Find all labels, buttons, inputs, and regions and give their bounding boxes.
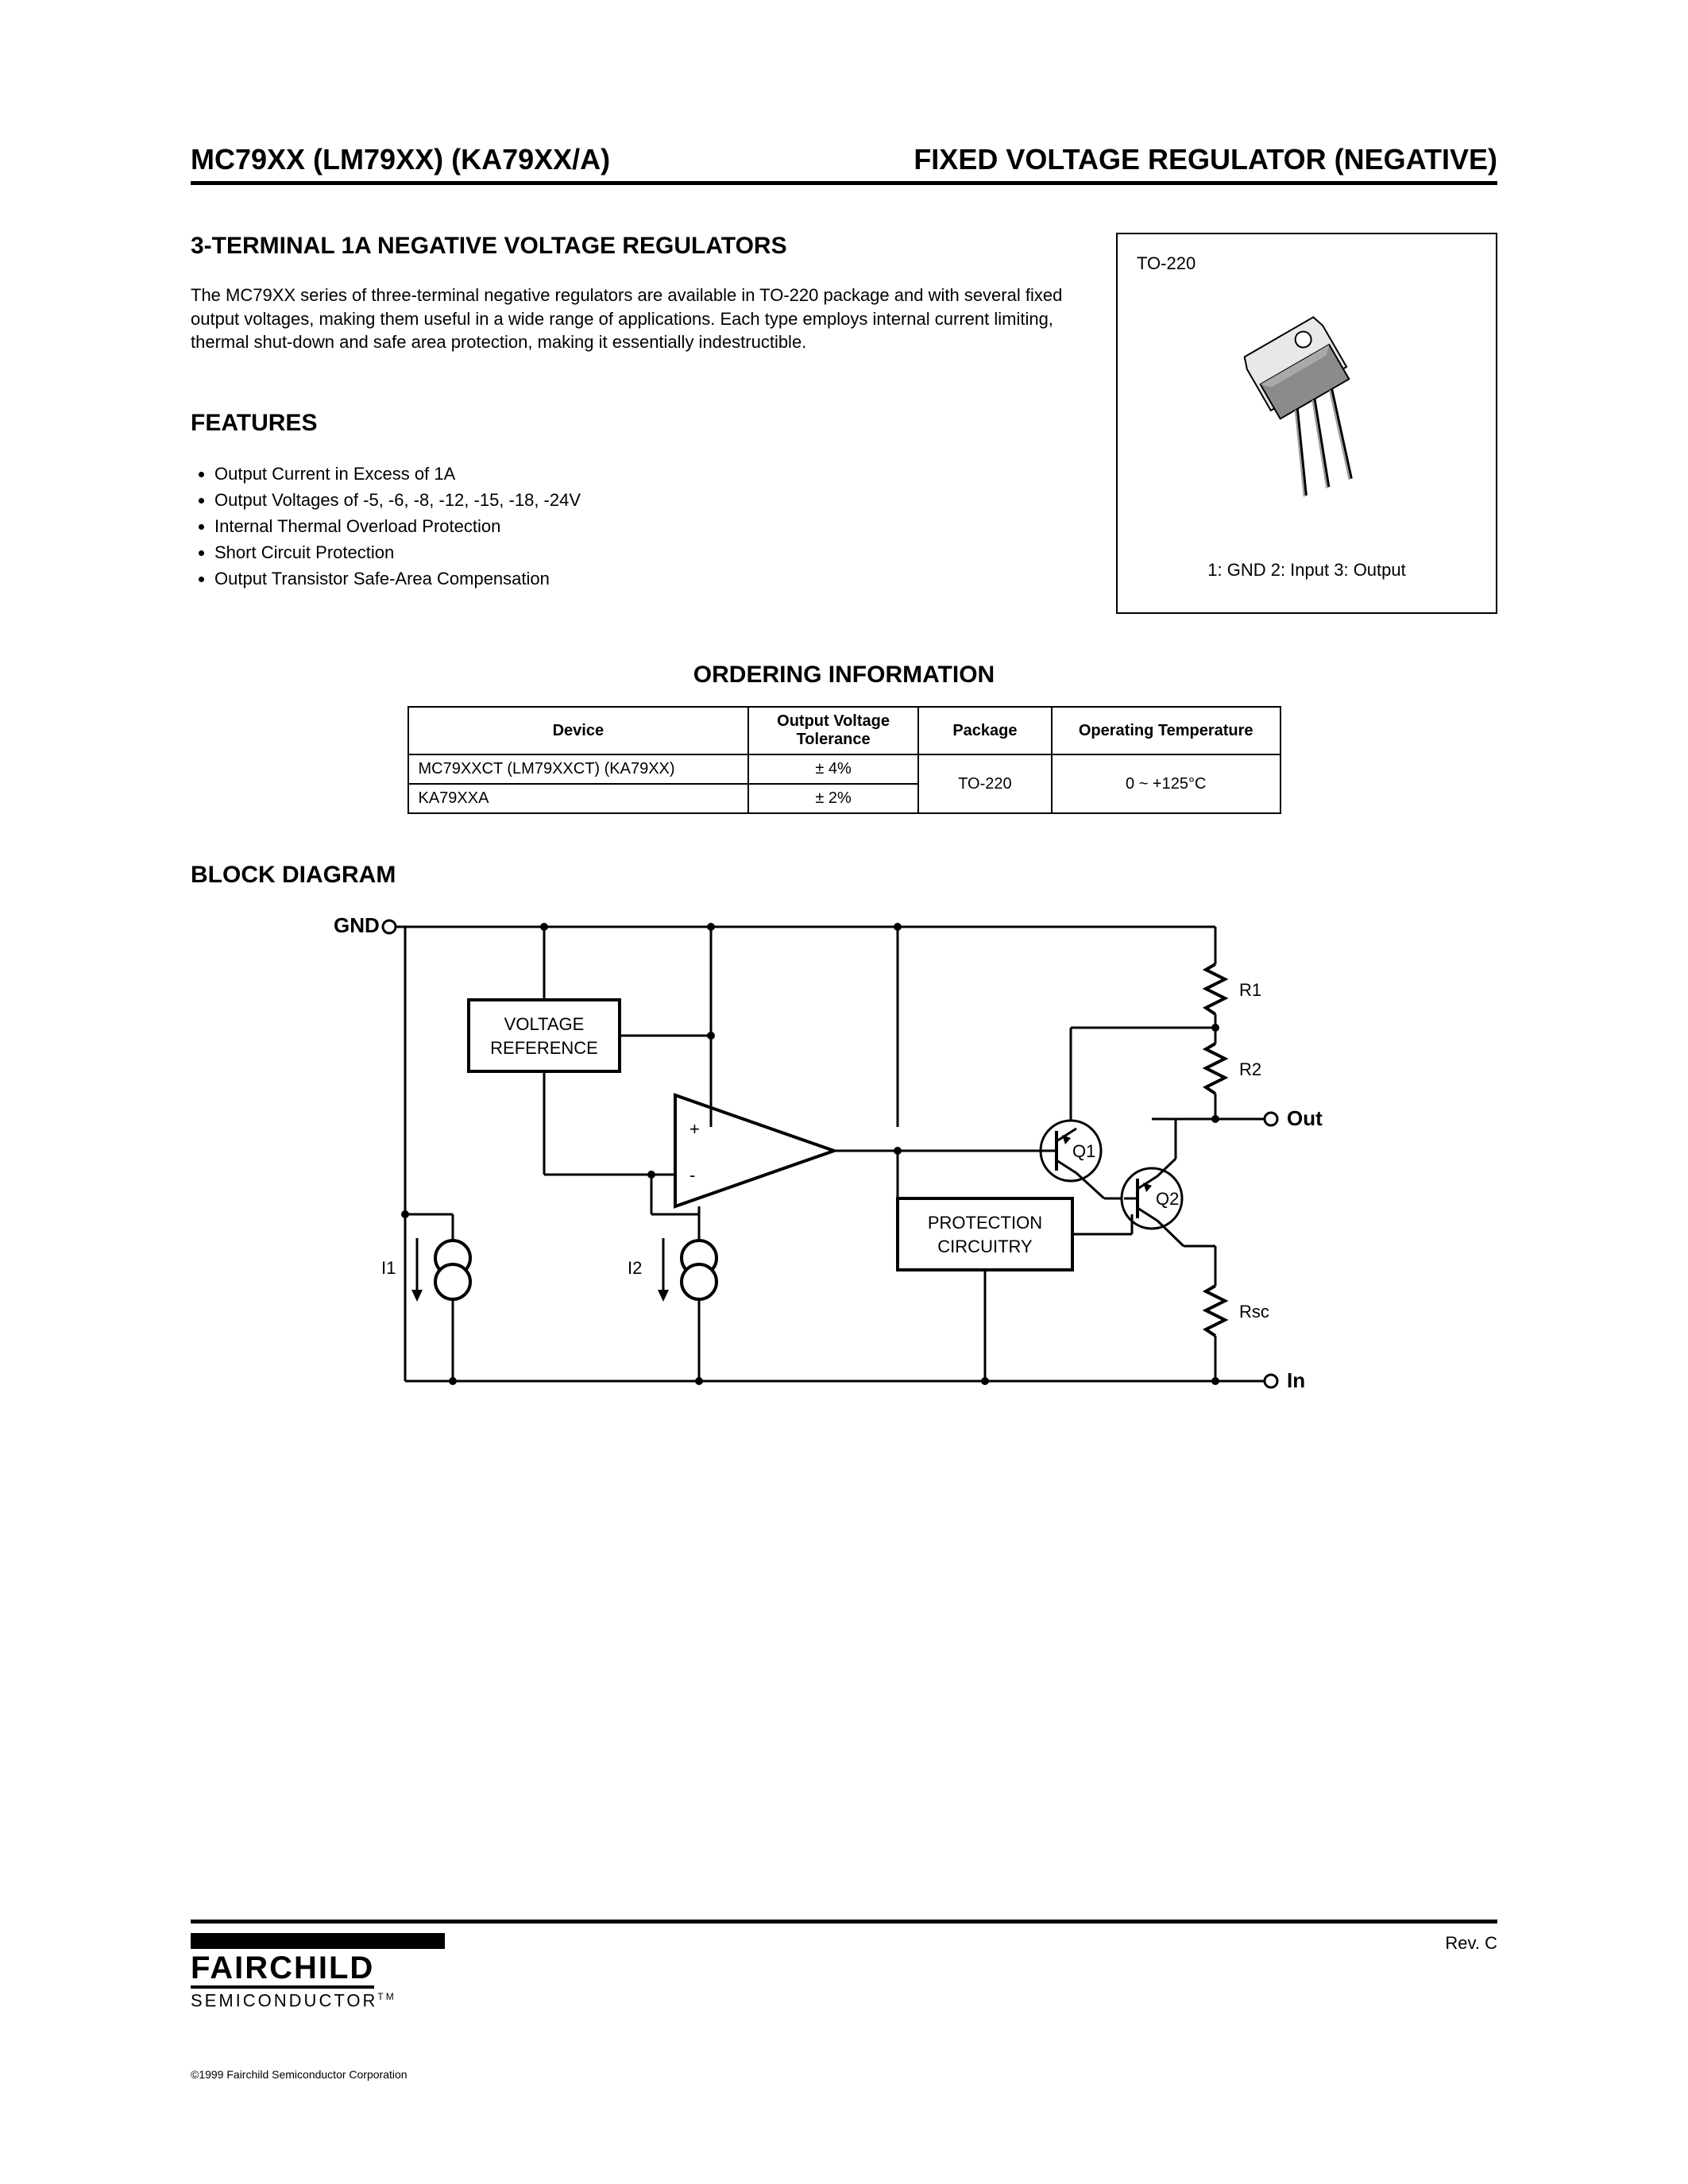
- junction-dot-icon: [647, 1171, 655, 1179]
- header-part-number: MC79XX (LM79XX) (KA79XX/A): [191, 143, 610, 176]
- in-terminal-icon: [1265, 1375, 1277, 1387]
- table-header-row: Device Output Voltage Tolerance Package …: [408, 707, 1280, 754]
- i2-label: I2: [628, 1258, 642, 1278]
- block-diagram-svg: GND Out In VOLTAGE REFERENCE: [310, 897, 1358, 1421]
- top-section: 3-TERMINAL 1A NEGATIVE VOLTAGE REGULATOR…: [191, 233, 1497, 614]
- opamp-minus: -: [689, 1165, 695, 1185]
- ordering-heading: ORDERING INFORMATION: [519, 662, 1170, 689]
- out-label: Out: [1287, 1106, 1323, 1130]
- junction-dot-icon: [695, 1377, 703, 1385]
- feature-item: Output Voltages of -5, -6, -8, -12, -15,…: [214, 487, 1084, 513]
- page-footer: FAIRCHILD SEMICONDUCTORTM Rev. C: [191, 1920, 1497, 2009]
- to220-package-icon: [1188, 282, 1426, 520]
- top-left-column: 3-TERMINAL 1A NEGATIVE VOLTAGE REGULATOR…: [191, 233, 1084, 614]
- fairchild-logo-icon: FAIRCHILD SEMICONDUCTORTM: [191, 1933, 445, 2009]
- r1-label: R1: [1239, 980, 1261, 1000]
- prot-label2: CIRCUITRY: [937, 1237, 1033, 1256]
- col-device: Device: [408, 707, 749, 754]
- gnd-terminal-icon: [383, 920, 396, 933]
- i1-label: I1: [381, 1258, 396, 1278]
- prot-label1: PROTECTION: [928, 1213, 1042, 1233]
- opamp-plus: +: [689, 1119, 700, 1139]
- col-temp: Operating Temperature: [1052, 707, 1280, 754]
- cell-tolerance: ± 2%: [748, 784, 918, 813]
- current-source-i2-icon: [658, 1206, 717, 1381]
- in-label: In: [1287, 1368, 1305, 1392]
- junction-dot-icon: [981, 1377, 989, 1385]
- features-list: Output Current in Excess of 1A Output Vo…: [191, 461, 1084, 592]
- vref-label2: REFERENCE: [490, 1038, 598, 1058]
- cell-tolerance: ± 4%: [748, 754, 918, 784]
- main-title: 3-TERMINAL 1A NEGATIVE VOLTAGE REGULATOR…: [191, 233, 1084, 260]
- resistor-r1-icon: [1206, 956, 1225, 1028]
- feature-item: Output Transistor Safe-Area Compensation: [214, 565, 1084, 592]
- package-pin-legend: 1: GND 2: Input 3: Output: [1118, 560, 1496, 581]
- feature-item: Short Circuit Protection: [214, 539, 1084, 565]
- q1-label: Q1: [1072, 1141, 1095, 1161]
- junction-dot-icon: [1211, 1377, 1219, 1385]
- features-heading: FEATURES: [191, 410, 1084, 437]
- copyright-text: ©1999 Fairchild Semiconductor Corporatio…: [191, 2068, 408, 2081]
- r2-label: R2: [1239, 1059, 1261, 1079]
- package-diagram-box: TO-220: [1116, 233, 1497, 614]
- current-source-i1-icon: [411, 1214, 470, 1381]
- package-label: TO-220: [1137, 253, 1477, 274]
- logo-name: FAIRCHILD: [191, 1952, 374, 1989]
- resistor-rsc-icon: [1206, 1286, 1225, 1336]
- wire: [1076, 1173, 1104, 1198]
- voltage-reference-box: [469, 1000, 620, 1071]
- logo-sub-text: SEMICONDUCTOR: [191, 1990, 377, 2010]
- wire: [1157, 1221, 1184, 1246]
- block-diagram-heading: BLOCK DIAGRAM: [191, 862, 1497, 889]
- junction-dot-icon: [540, 923, 548, 931]
- logo-bar-icon: [191, 1933, 445, 1949]
- junction-dot-icon: [449, 1377, 457, 1385]
- cell-device: KA79XXA: [408, 784, 749, 813]
- rsc-label: Rsc: [1239, 1302, 1269, 1322]
- junction-dot-icon: [1211, 1024, 1219, 1032]
- feature-item: Internal Thermal Overload Protection: [214, 513, 1084, 539]
- logo-sub: SEMICONDUCTORTM: [191, 1992, 445, 2009]
- junction-dot-icon: [401, 1210, 409, 1218]
- datasheet-page: MC79XX (LM79XX) (KA79XX/A) FIXED VOLTAGE…: [0, 0, 1688, 2184]
- col-package: Package: [918, 707, 1052, 754]
- junction-dot-icon: [707, 923, 715, 931]
- header-title: FIXED VOLTAGE REGULATOR (NEGATIVE): [914, 143, 1497, 176]
- page-header: MC79XX (LM79XX) (KA79XX/A) FIXED VOLTAGE…: [191, 143, 1497, 185]
- junction-dot-icon: [894, 1147, 902, 1155]
- junction-dot-icon: [707, 1032, 715, 1040]
- description-text: The MC79XX series of three-terminal nega…: [191, 284, 1084, 354]
- cell-device: MC79XXCT (LM79XXCT) (KA79XX): [408, 754, 749, 784]
- junction-dot-icon: [894, 923, 902, 931]
- junction-dot-icon: [1211, 1115, 1219, 1123]
- opamp-triangle-icon: [675, 1095, 834, 1206]
- table-row: MC79XXCT (LM79XXCT) (KA79XX) ± 4% TO-220…: [408, 754, 1280, 784]
- protection-circuitry-box: [898, 1198, 1072, 1270]
- feature-item: Output Current in Excess of 1A: [214, 461, 1084, 487]
- vref-label1: VOLTAGE: [504, 1014, 585, 1034]
- col-tolerance: Output Voltage Tolerance: [748, 707, 918, 754]
- cell-package: TO-220: [918, 754, 1052, 813]
- cell-temp: 0 ~ +125°C: [1052, 754, 1280, 813]
- logo-tm: TM: [377, 1991, 396, 2002]
- resistor-r2-icon: [1206, 1044, 1225, 1094]
- gnd-label: GND: [334, 913, 380, 937]
- block-diagram: GND Out In VOLTAGE REFERENCE: [310, 897, 1358, 1425]
- revision-label: Rev. C: [1445, 1933, 1497, 1954]
- out-terminal-icon: [1265, 1113, 1277, 1125]
- q2-label: Q2: [1156, 1189, 1179, 1209]
- footer-rule: [191, 1920, 1497, 1924]
- ordering-information-table: Device Output Voltage Tolerance Package …: [408, 706, 1281, 814]
